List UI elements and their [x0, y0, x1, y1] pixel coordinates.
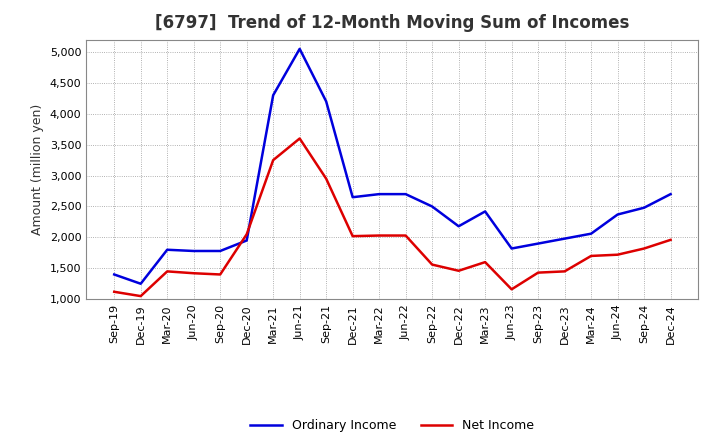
- Ordinary Income: [666, 191, 675, 197]
- Line: Ordinary Income: Ordinary Income: [114, 49, 670, 284]
- Ordinary Income: [110, 272, 119, 277]
- Net Income: [666, 237, 675, 242]
- Ordinary Income: [401, 191, 410, 197]
- Net Income: [401, 233, 410, 238]
- Ordinary Income: [243, 238, 251, 243]
- Net Income: [295, 136, 304, 141]
- Net Income: [269, 158, 277, 163]
- Net Income: [322, 176, 330, 181]
- Ordinary Income: [640, 205, 649, 210]
- Ordinary Income: [189, 248, 198, 253]
- Ordinary Income: [428, 204, 436, 209]
- Ordinary Income: [534, 241, 542, 246]
- Net Income: [163, 269, 171, 274]
- Net Income: [481, 260, 490, 265]
- Ordinary Income: [163, 247, 171, 253]
- Net Income: [560, 269, 569, 274]
- Net Income: [428, 262, 436, 267]
- Net Income: [454, 268, 463, 273]
- Net Income: [243, 231, 251, 237]
- Ordinary Income: [295, 46, 304, 51]
- Net Income: [110, 289, 119, 294]
- Net Income: [348, 234, 357, 239]
- Ordinary Income: [375, 191, 384, 197]
- Ordinary Income: [508, 246, 516, 251]
- Ordinary Income: [587, 231, 595, 236]
- Ordinary Income: [322, 99, 330, 104]
- Ordinary Income: [348, 194, 357, 200]
- Ordinary Income: [481, 209, 490, 214]
- Net Income: [216, 272, 225, 277]
- Ordinary Income: [560, 236, 569, 241]
- Ordinary Income: [454, 224, 463, 229]
- Net Income: [587, 253, 595, 259]
- Ordinary Income: [216, 248, 225, 253]
- Ordinary Income: [269, 92, 277, 98]
- Net Income: [508, 287, 516, 292]
- Net Income: [640, 246, 649, 251]
- Legend: Ordinary Income, Net Income: Ordinary Income, Net Income: [246, 414, 539, 437]
- Net Income: [375, 233, 384, 238]
- Net Income: [189, 271, 198, 276]
- Title: [6797]  Trend of 12-Month Moving Sum of Incomes: [6797] Trend of 12-Month Moving Sum of I…: [156, 15, 629, 33]
- Ordinary Income: [613, 212, 622, 217]
- Net Income: [534, 270, 542, 275]
- Y-axis label: Amount (million yen): Amount (million yen): [32, 104, 45, 235]
- Ordinary Income: [136, 281, 145, 286]
- Line: Net Income: Net Income: [114, 139, 670, 296]
- Net Income: [613, 252, 622, 257]
- Net Income: [136, 293, 145, 299]
